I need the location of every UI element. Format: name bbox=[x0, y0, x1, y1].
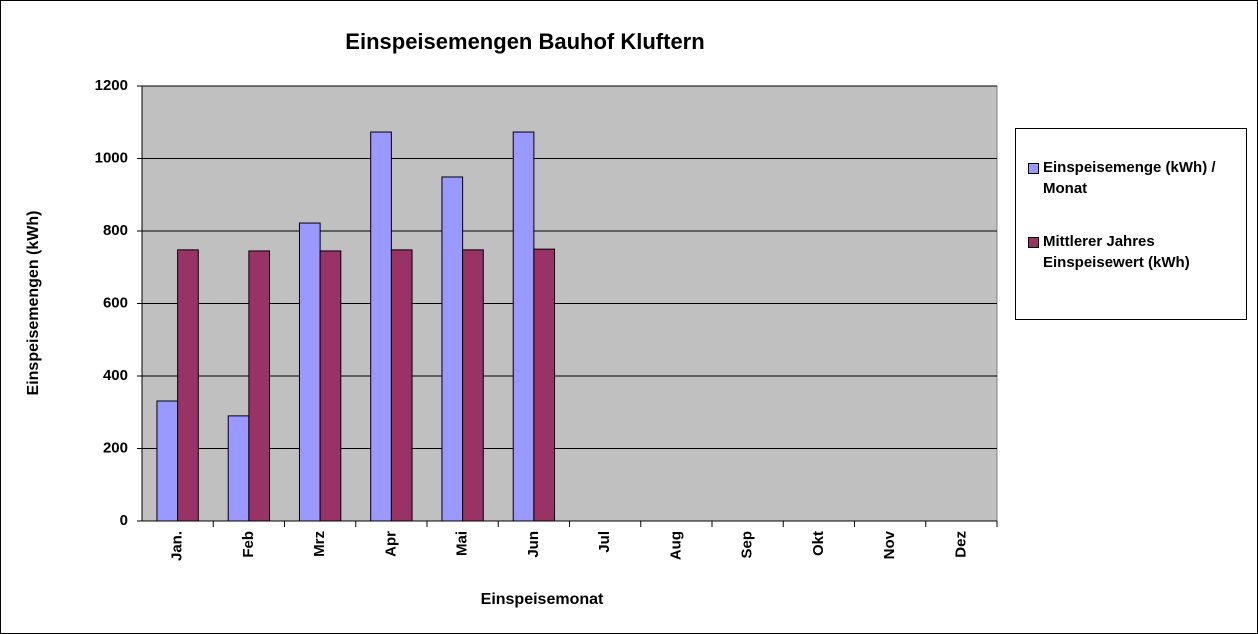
legend-item: Einspeisemenge (kWh) / Monat bbox=[1028, 157, 1238, 199]
y-tick-label: 200 bbox=[103, 439, 128, 456]
x-tick-label: Mai bbox=[454, 531, 471, 556]
y-tick-label: 800 bbox=[103, 222, 128, 239]
x-axis-title: Einspeisemonat bbox=[481, 591, 604, 608]
legend-item: Mittlerer Jahres Einspeisewert (kWh) bbox=[1028, 231, 1238, 273]
x-tick-label: Apr bbox=[382, 531, 399, 557]
x-tick-label: Jun bbox=[525, 531, 542, 558]
bar bbox=[370, 131, 392, 522]
x-tick-label: Feb bbox=[240, 531, 257, 558]
y-tick-label: 0 bbox=[120, 512, 128, 529]
x-tick-label: Aug bbox=[667, 531, 684, 560]
x-tick-label: Okt bbox=[810, 531, 827, 556]
x-tick-label: Mrz bbox=[311, 531, 328, 557]
bar bbox=[533, 248, 556, 522]
chart-title: Einspeisemengen Bauhof Kluftern bbox=[345, 29, 704, 54]
y-tick-label: 600 bbox=[103, 294, 128, 311]
bar bbox=[390, 249, 413, 522]
x-tick-label: Sep bbox=[739, 531, 756, 559]
bar bbox=[298, 222, 321, 522]
y-tick-label: 400 bbox=[103, 367, 128, 384]
bar bbox=[319, 250, 342, 522]
bar bbox=[156, 400, 179, 522]
y-tick-label: 1000 bbox=[95, 149, 128, 166]
legend-swatch bbox=[1028, 163, 1039, 174]
legend-label: Einspeisemenge (kWh) / Monat bbox=[1043, 159, 1216, 197]
bar bbox=[227, 415, 250, 522]
bar bbox=[441, 176, 464, 522]
bar bbox=[248, 250, 271, 522]
x-tick-label: Dez bbox=[952, 531, 969, 558]
x-tick-label: Nov bbox=[881, 530, 898, 559]
y-axis-title: Einspeisemengen (kWh) bbox=[25, 211, 42, 396]
legend-label: Mittlerer Jahres Einspeisewert (kWh) bbox=[1043, 233, 1190, 271]
legend: Einspeisemenge (kWh) / Monat Mittlerer Ja… bbox=[1015, 128, 1247, 320]
x-tick-label: Jul bbox=[596, 531, 613, 553]
bar bbox=[512, 131, 535, 522]
bar bbox=[177, 249, 199, 522]
x-tick-label: Jan. bbox=[169, 531, 186, 561]
legend-swatch bbox=[1028, 237, 1039, 248]
y-tick-label: 1200 bbox=[95, 77, 128, 94]
bar bbox=[462, 249, 484, 522]
